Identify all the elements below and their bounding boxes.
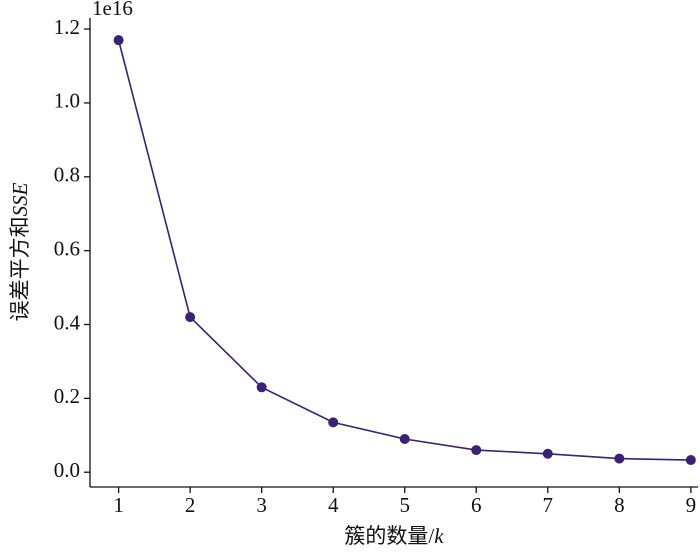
x-tick-label: 1 <box>113 493 124 517</box>
x-tick-label: 5 <box>399 493 410 517</box>
data-point <box>185 312 196 323</box>
data-point <box>542 448 553 459</box>
y-tick-label: 1.0 <box>54 89 80 113</box>
data-point <box>113 35 124 46</box>
y-tick-label: 1.2 <box>54 15 80 39</box>
data-point <box>399 433 410 444</box>
y-label-var: SSE <box>8 182 32 216</box>
y-tick-label: 0.6 <box>54 236 80 260</box>
data-point <box>256 382 267 393</box>
data-point <box>685 455 696 466</box>
x-tick-label: 6 <box>471 493 482 517</box>
x-tick-label: 7 <box>543 493 554 517</box>
x-tick-label: 8 <box>614 493 625 517</box>
offset-label: 1e16 <box>92 0 133 20</box>
y-axis-label: 误差平方和SSE <box>8 182 32 321</box>
y-tick-label: 0.4 <box>54 310 81 334</box>
data-point <box>471 445 482 456</box>
x-label-text: 簇的数量/ <box>344 524 434 548</box>
x-axis-label: 簇的数量/k <box>344 524 444 548</box>
x-tick-label: 4 <box>328 493 339 517</box>
data-point <box>328 417 339 428</box>
x-tick-label: 9 <box>686 493 697 517</box>
x-tick-label: 2 <box>185 493 196 517</box>
y-tick-label: 0.8 <box>54 163 80 187</box>
x-tick-label: 3 <box>256 493 267 517</box>
series-line <box>117 39 691 461</box>
y-label-text: 误差平方和 <box>8 216 32 321</box>
x-label-var: k <box>434 524 444 548</box>
y-tick-label: 0.2 <box>54 384 80 408</box>
y-tick-label: 0.0 <box>54 458 80 482</box>
data-point <box>614 453 625 464</box>
